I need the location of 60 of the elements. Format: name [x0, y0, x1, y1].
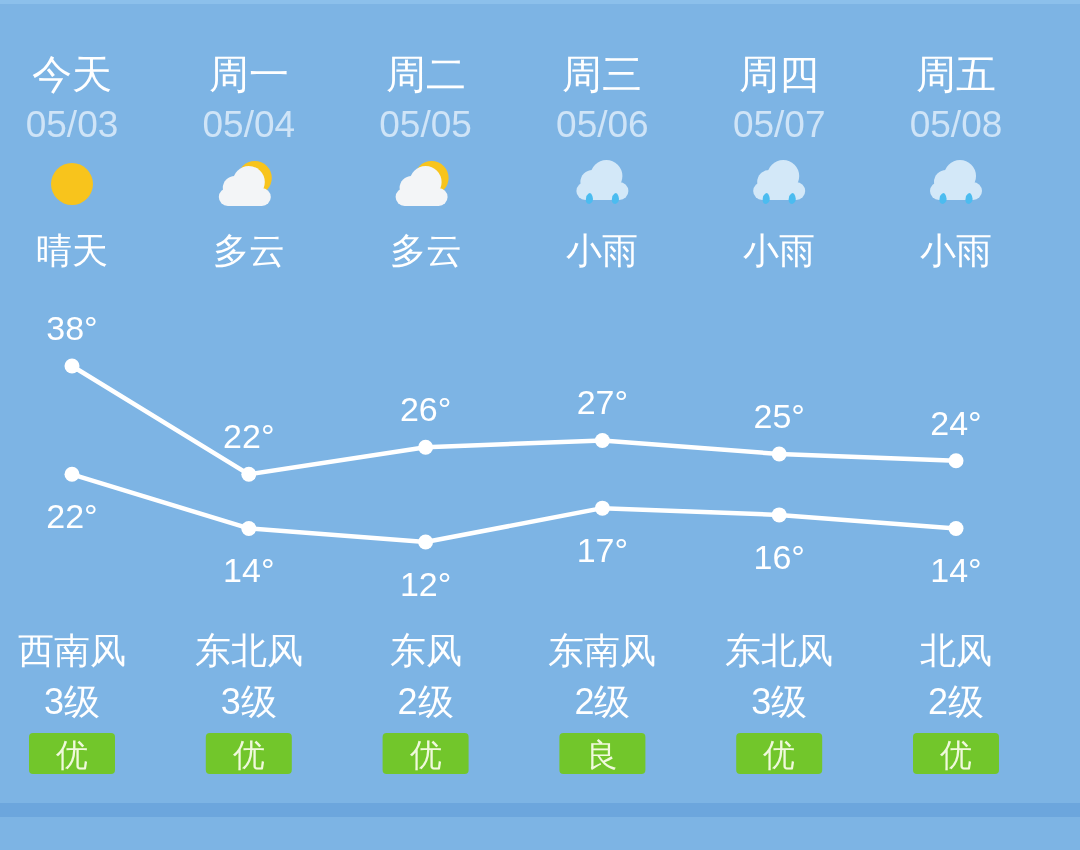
text: 优	[940, 737, 972, 773]
data-label: 27°	[576, 383, 629, 422]
text: 优	[56, 737, 88, 773]
data-label: 24°	[930, 403, 982, 442]
text: 05/08	[909, 104, 1003, 145]
point	[594, 500, 610, 516]
text: 05/05	[379, 104, 472, 145]
text: 多云	[389, 230, 462, 271]
text: 北风	[920, 630, 992, 671]
point	[418, 439, 434, 455]
text: 东风	[389, 630, 462, 671]
data-label: 38°	[46, 309, 98, 347]
text: 良	[586, 737, 619, 773]
point	[948, 453, 964, 469]
text: 小雨	[743, 230, 816, 271]
data-label: 26°	[399, 390, 452, 429]
text: 2级	[397, 681, 454, 722]
text: 小雨	[566, 230, 639, 271]
point	[241, 520, 257, 536]
data-label: 22°	[46, 497, 98, 536]
text: 2级	[927, 681, 985, 722]
point	[64, 466, 80, 482]
text: 东北风	[194, 630, 303, 671]
text: 05/03	[25, 104, 119, 145]
text: 多云	[212, 230, 285, 271]
x-tick-label: 周一	[208, 52, 289, 96]
text: 东南风	[548, 630, 657, 671]
x-tick-label: 今天	[32, 52, 112, 96]
point	[418, 534, 434, 550]
text: 3级	[43, 681, 101, 722]
text: 3级	[220, 681, 277, 722]
data-label: 22°	[223, 417, 275, 456]
point	[64, 358, 80, 374]
text: 05/06	[556, 104, 649, 145]
data-label: 17°	[576, 531, 629, 570]
text: 东北风	[725, 630, 834, 671]
x-tick-label: 周二	[385, 52, 466, 96]
x-tick-label: 周三	[562, 52, 643, 96]
text: 3级	[751, 681, 808, 722]
point	[771, 507, 787, 523]
data-label: 14°	[223, 551, 275, 590]
point	[241, 466, 257, 482]
data-label: 12°	[399, 565, 452, 603]
point	[948, 520, 964, 536]
text: 晴天	[36, 230, 108, 271]
text: 05/07	[732, 104, 826, 145]
data-label: 16°	[753, 537, 805, 576]
text: 05/04	[202, 104, 296, 145]
data-label: 14°	[930, 551, 982, 590]
x-tick-label: 周四	[739, 52, 820, 96]
text: 优	[232, 737, 265, 773]
text: 西南风	[18, 630, 126, 671]
text: 小雨	[920, 230, 992, 271]
text: 优	[763, 737, 796, 773]
point	[771, 446, 787, 462]
x-tick-label: 周五	[916, 52, 996, 96]
text: 2级	[574, 681, 631, 722]
text: 优	[409, 737, 442, 773]
point	[594, 432, 610, 448]
data-label: 25°	[753, 397, 805, 435]
